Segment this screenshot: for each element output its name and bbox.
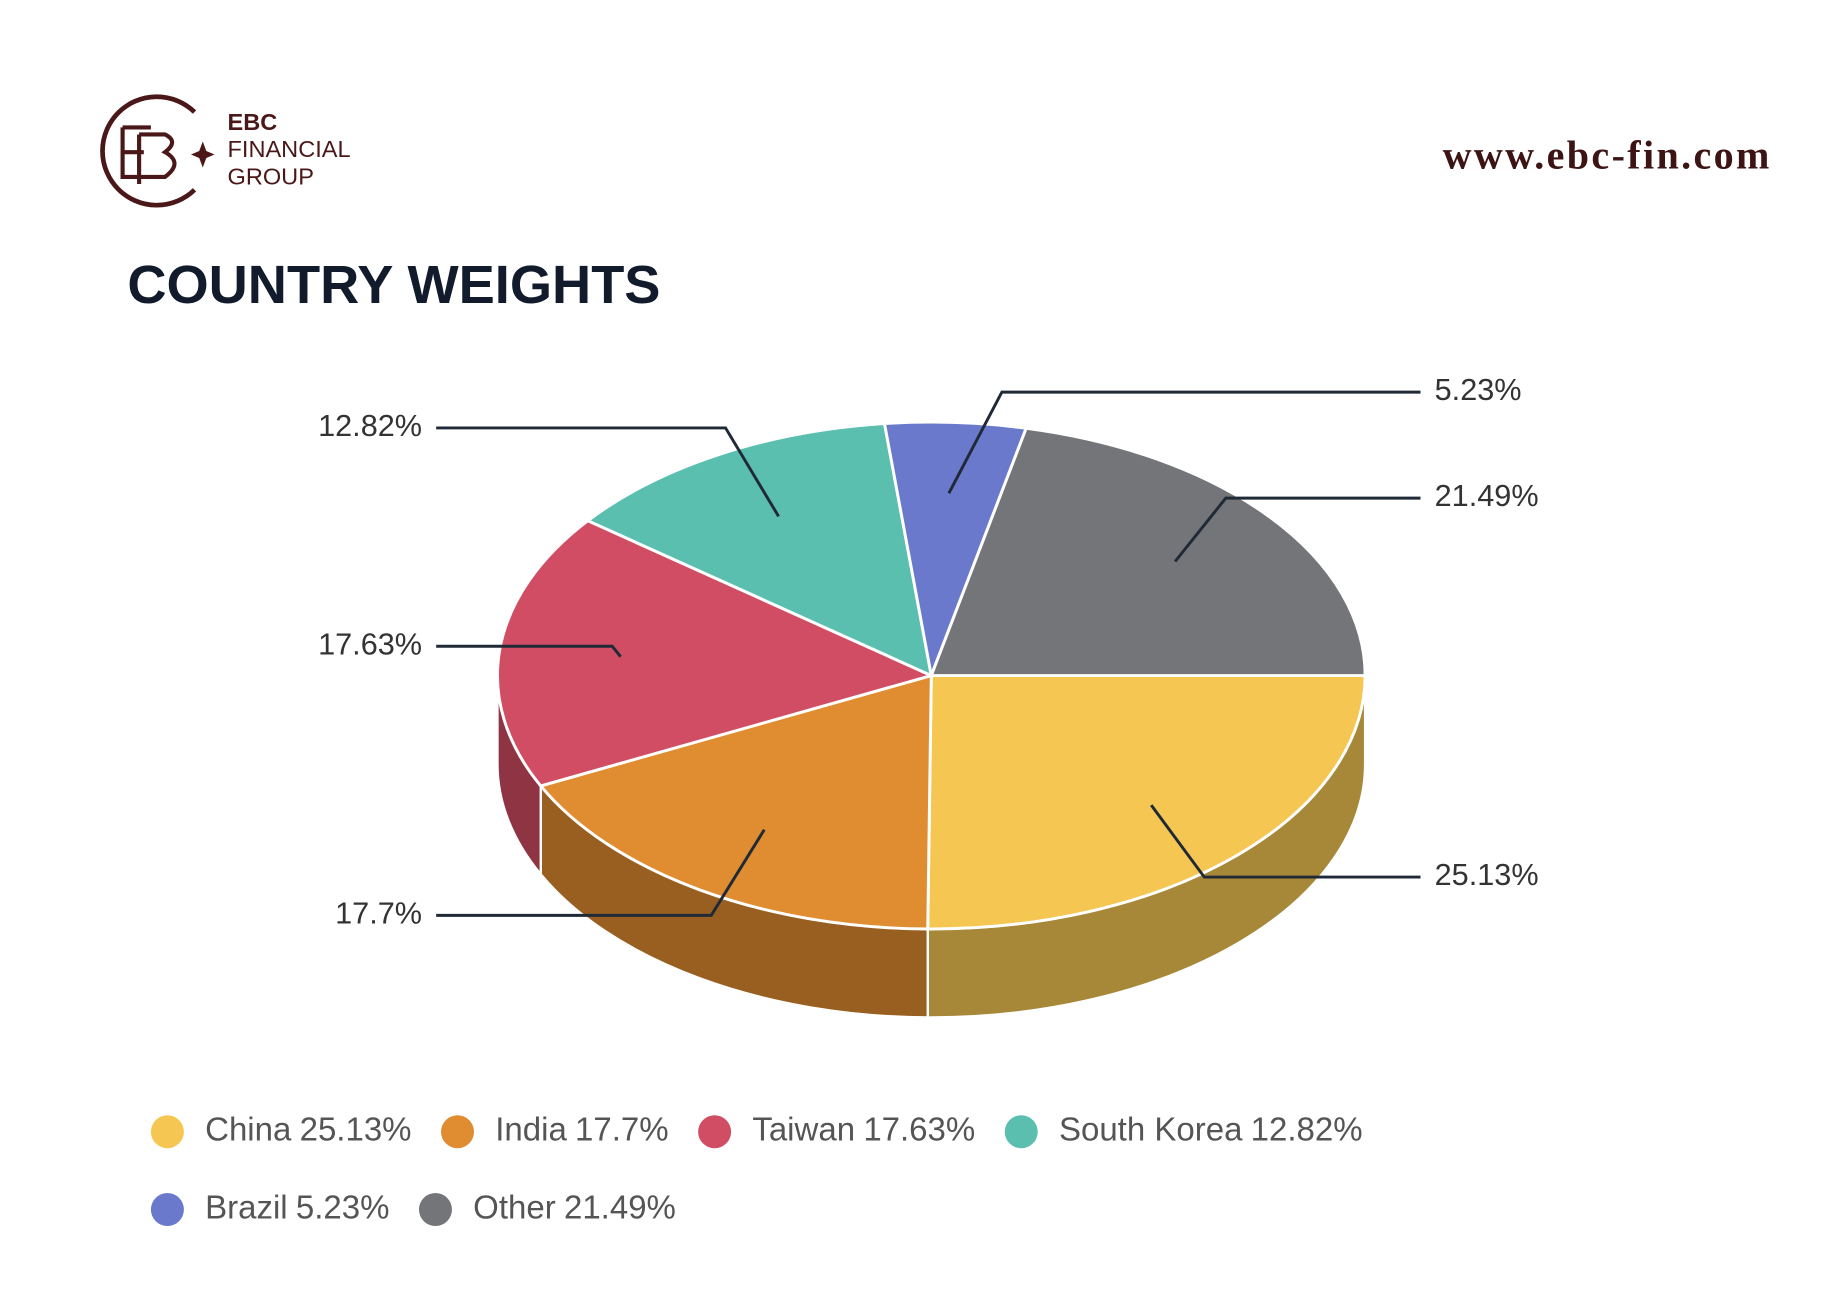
legend-item: India 17.7% xyxy=(441,1110,669,1149)
data-label: 17.7% xyxy=(335,897,422,931)
legend-value: 21.49% xyxy=(564,1188,676,1225)
data-labels: 25.13% 17.7% 17.63% 12.82% 5.23% 21.49% xyxy=(318,373,1538,930)
legend-item: Other 21.49% xyxy=(418,1188,676,1227)
leader-line xyxy=(436,828,766,917)
legend-label: Brazil 5.23% xyxy=(205,1188,389,1225)
legend-item: Taiwan 17.63% xyxy=(698,1110,975,1149)
leader-line xyxy=(947,390,1421,495)
legend-value: 25.13% xyxy=(300,1110,412,1147)
chart-title: COUNTRY WEIGHTS xyxy=(127,255,660,315)
brand-line: GROUP xyxy=(228,163,314,189)
legend-marker xyxy=(418,1193,452,1227)
data-label: 12.82% xyxy=(318,409,422,443)
legend-marker xyxy=(1004,1115,1038,1149)
legend: China 25.13% India 17.7% Taiwan 17.63% South K… xyxy=(150,1110,1363,1227)
pie-slice xyxy=(929,426,1367,678)
pie-slice xyxy=(496,518,936,788)
legend-label: Other 21.49% xyxy=(473,1188,676,1225)
pie-slice xyxy=(926,674,1367,931)
leader-line xyxy=(436,426,780,518)
legend-name: Other xyxy=(473,1188,556,1225)
legend-label: India 17.7% xyxy=(495,1110,668,1147)
pie-slice xyxy=(882,420,1029,681)
legend-marker xyxy=(698,1115,732,1149)
brand-name: EBC xyxy=(228,109,278,135)
pie-slice xyxy=(538,673,933,931)
legend-value: 17.63% xyxy=(863,1110,975,1147)
data-label: 5.23% xyxy=(1435,373,1522,407)
website-url: www.ebc-fin.com xyxy=(1443,132,1772,177)
legend-label: South Korea 12.82% xyxy=(1059,1110,1363,1147)
legend-value: 17.7% xyxy=(575,1110,669,1147)
legend-name: India xyxy=(495,1110,567,1147)
legend-value: 5.23% xyxy=(296,1188,390,1225)
data-label: 25.13% xyxy=(1435,858,1539,892)
legend-marker xyxy=(150,1193,184,1227)
legend-marker xyxy=(441,1115,475,1149)
legend-label: China 25.13% xyxy=(205,1110,411,1147)
pie-slice xyxy=(584,422,934,679)
leader-line xyxy=(436,644,622,658)
legend-label: Taiwan 17.63% xyxy=(752,1110,975,1147)
legend-item: South Korea 12.82% xyxy=(1004,1110,1363,1149)
legend-name: Taiwan xyxy=(752,1110,855,1147)
leader-line xyxy=(1173,496,1421,563)
logo xyxy=(100,94,215,208)
legend-item: China 25.13% xyxy=(150,1110,412,1149)
pie-tops xyxy=(496,420,1367,931)
legend-name: South Korea xyxy=(1059,1110,1243,1147)
legend-value: 12.82% xyxy=(1251,1110,1363,1147)
leader-line xyxy=(1150,804,1421,879)
legend-name: China xyxy=(205,1110,292,1147)
legend-marker xyxy=(150,1115,184,1149)
legend-item: Brazil 5.23% xyxy=(150,1188,389,1227)
brand-line: FINANCIAL xyxy=(228,136,351,162)
legend-name: Brazil xyxy=(205,1188,288,1225)
data-label: 21.49% xyxy=(1435,479,1539,513)
data-label: 17.63% xyxy=(318,627,422,661)
